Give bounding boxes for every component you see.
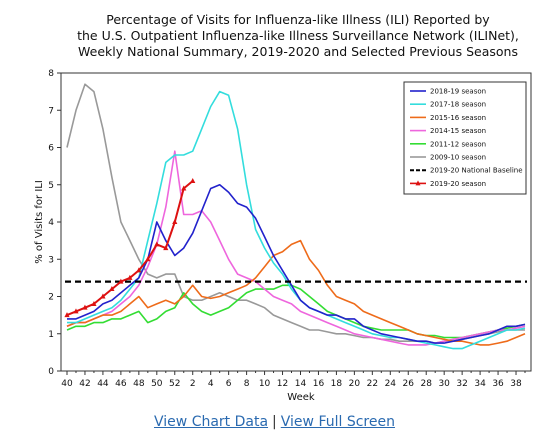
chart-panel: Percentage of Visits for Influenza-like …	[34, 12, 532, 403]
data-point-marker	[100, 293, 106, 299]
data-point-marker	[190, 178, 196, 184]
legend-label: 2017-18 season	[430, 101, 486, 109]
legend-label: 2011-12 season	[430, 140, 486, 148]
y-tick-label: 2	[48, 293, 54, 303]
view-full-screen-link[interactable]: View Full Screen	[280, 414, 395, 430]
data-point-marker	[127, 274, 133, 280]
x-tick-label: 12	[277, 379, 288, 389]
series-line-2018-19-season	[67, 184, 526, 344]
data-point-marker	[118, 278, 124, 284]
legend-box	[403, 81, 527, 195]
legend-label: 2018-19 season	[430, 88, 486, 96]
x-tick-label: 20	[349, 379, 361, 389]
chart-title-line-2: the U.S. Outpatient Influenza-like Illne…	[77, 28, 519, 43]
x-tick-label: 18	[331, 379, 343, 389]
legend-label: 2015-16 season	[430, 114, 486, 122]
x-tick-label: 8	[244, 379, 250, 389]
x-tick-label: 14	[295, 379, 307, 389]
ili-line-chart: Percentage of Visits for Influenza-like …	[34, 12, 532, 403]
data-point-marker	[91, 300, 97, 306]
x-tick-label: 28	[420, 379, 432, 389]
x-tick-label: 36	[492, 379, 504, 389]
view-chart-data-link[interactable]: View Chart Data	[154, 414, 269, 430]
x-tick-label: 10	[259, 379, 271, 389]
x-tick-label: 46	[115, 379, 127, 389]
legend-label: 2019-20 National Baseline	[430, 167, 523, 175]
data-point-marker	[73, 308, 79, 314]
x-tick-label: 4	[208, 379, 214, 389]
y-tick-label: 3	[48, 255, 54, 265]
series-line-2009-10-season	[66, 83, 525, 344]
data-point-marker	[136, 267, 142, 273]
chart-title-line-1: Percentage of Visits for Influenza-like …	[106, 12, 490, 27]
y-tick-label: 8	[48, 69, 54, 79]
legend-label: 2019-20 season	[430, 180, 486, 188]
series-line-2011-12-season	[66, 284, 526, 339]
chart-footer-links: View Chart Data | View Full Screen	[0, 414, 549, 436]
data-point-marker	[64, 312, 70, 318]
series-line-2017-18-season	[67, 90, 526, 350]
x-tick-label: 24	[385, 379, 397, 389]
x-tick-label: 44	[97, 379, 109, 389]
x-tick-label: 2	[190, 379, 196, 389]
x-tick-label: 50	[151, 379, 163, 389]
x-tick-label: 40	[61, 379, 73, 389]
data-point-marker	[163, 245, 169, 251]
footer-separator: |	[272, 414, 277, 430]
data-point-marker	[154, 241, 160, 247]
y-tick-label: 6	[48, 144, 54, 154]
series-line-2019-20-season	[66, 180, 194, 317]
x-tick-label: 6	[226, 379, 232, 389]
data-point-marker	[82, 304, 88, 310]
data-point-marker	[181, 185, 187, 191]
chart-title-line-3: Weekly National Summary, 2019-2020 and S…	[78, 44, 518, 59]
x-tick-label: 30	[438, 379, 450, 389]
data-point-marker	[172, 219, 178, 224]
x-tick-label: 42	[79, 379, 90, 389]
y-tick-label: 5	[48, 181, 54, 191]
legend-label: 2014-15 season	[430, 127, 486, 135]
x-tick-label: 38	[510, 379, 522, 389]
x-tick-label: 52	[169, 379, 180, 389]
y-tick-label: 0	[48, 367, 54, 377]
x-tick-label: 32	[456, 379, 467, 389]
series-lines	[64, 83, 527, 350]
chart-legend: 2018-19 season 2017-18 season 2015-16 seas…	[403, 81, 527, 195]
y-tick-label: 4	[48, 218, 54, 228]
x-tick-label: 48	[133, 379, 145, 389]
series-line-2015-16-season	[66, 239, 526, 346]
x-tick-label: 34	[474, 379, 486, 389]
y-axis: 0 1 2 3 4 5 6 7 8	[48, 69, 61, 377]
x-tick-label: 16	[313, 379, 325, 389]
y-tick-label: 1	[48, 330, 54, 340]
x-axis-label: Week	[287, 392, 315, 403]
x-tick-label: 26	[403, 379, 415, 389]
data-point-marker	[145, 256, 151, 262]
legend-label: 2009-10 season	[430, 154, 486, 162]
x-axis: 40 42 44 46 48 50 52 2 4 6 8 10 12 14 16 18 20 22 24 26 28 30…	[61, 371, 526, 389]
data-point-marker	[109, 286, 115, 292]
y-tick-label: 7	[48, 106, 54, 116]
x-tick-label: 22	[367, 379, 378, 389]
y-axis-label: % of Visits for ILI	[34, 180, 45, 264]
legend-marker	[415, 180, 421, 186]
